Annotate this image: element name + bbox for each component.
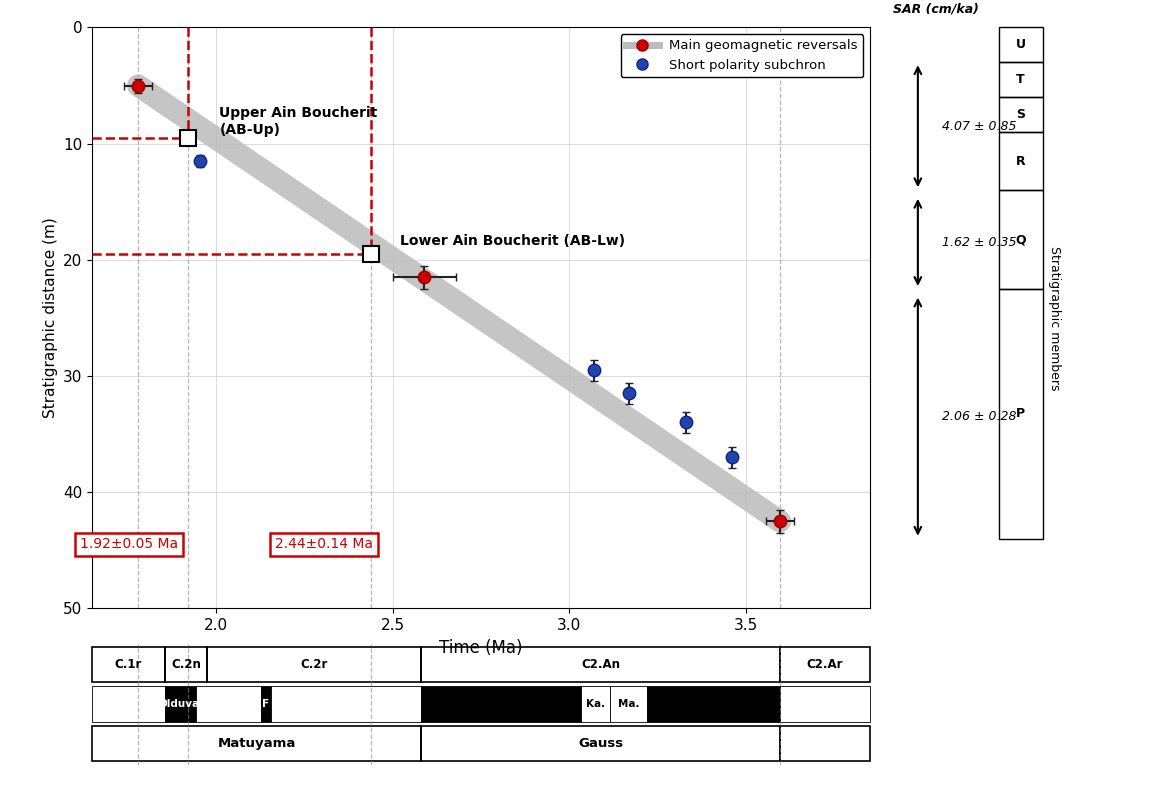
Text: 1.92±0.05 Ma: 1.92±0.05 Ma	[81, 538, 179, 552]
Bar	[422, 725, 780, 761]
Bar	[207, 647, 422, 682]
Bar	[92, 647, 165, 682]
Text: Gauss: Gauss	[578, 737, 623, 750]
Bar	[92, 725, 422, 761]
Text: C.1r: C.1r	[115, 658, 142, 671]
Bar	[197, 686, 262, 721]
Bar	[780, 725, 870, 761]
Bar	[262, 686, 271, 721]
Bar	[647, 686, 780, 721]
Text: U: U	[1016, 38, 1025, 51]
Text: Olduvai: Olduvai	[158, 699, 203, 709]
Y-axis label: Stratigraphic distance (m): Stratigraphic distance (m)	[43, 217, 58, 418]
Bar	[422, 686, 581, 721]
Legend: Main geomagnetic reversals, Short polarity subchron: Main geomagnetic reversals, Short polari…	[621, 34, 863, 77]
Text: F: F	[263, 699, 270, 709]
Bar	[999, 132, 1043, 190]
Bar	[999, 27, 1043, 62]
Bar	[999, 97, 1043, 132]
Bar	[271, 686, 422, 721]
Text: Stratigraphic members: Stratigraphic members	[1047, 246, 1061, 390]
Bar	[999, 289, 1043, 539]
Text: C.2r: C.2r	[301, 658, 328, 671]
Bar	[780, 686, 870, 721]
Text: R: R	[1016, 155, 1025, 167]
Bar	[165, 647, 207, 682]
Bar	[165, 686, 197, 721]
Text: C2.An: C2.An	[581, 658, 620, 671]
Text: 4.07 ± 0.85: 4.07 ± 0.85	[942, 120, 1016, 133]
X-axis label: Time (Ma): Time (Ma)	[439, 639, 523, 657]
Bar	[611, 686, 647, 721]
Text: 2.06 ± 0.28: 2.06 ± 0.28	[942, 411, 1016, 423]
Text: Lower Ain Boucherit (AB-Lw): Lower Ain Boucherit (AB-Lw)	[400, 234, 624, 248]
Bar	[780, 647, 870, 682]
Text: T: T	[1016, 73, 1025, 86]
Text: C2.Ar: C2.Ar	[806, 658, 843, 671]
Text: C.2n: C.2n	[170, 658, 200, 671]
Text: Upper Ain Boucherit
(AB-Up): Upper Ain Boucherit (AB-Up)	[219, 107, 378, 137]
Text: Ka.: Ka.	[586, 699, 605, 709]
Text: S: S	[1016, 108, 1025, 121]
Bar	[999, 190, 1043, 289]
Text: Matuyama: Matuyama	[218, 737, 296, 750]
Text: P: P	[1016, 407, 1025, 420]
Bar	[999, 62, 1043, 97]
Text: SAR (cm/ka): SAR (cm/ka)	[893, 3, 979, 16]
Text: 2.44±0.14 Ma: 2.44±0.14 Ma	[274, 538, 373, 552]
Bar	[92, 686, 165, 721]
Bar	[422, 647, 780, 682]
Text: Ma.: Ma.	[617, 699, 639, 709]
Text: 1.62 ± 0.35: 1.62 ± 0.35	[942, 236, 1016, 249]
Bar	[581, 686, 611, 721]
Text: Q: Q	[1015, 233, 1026, 246]
